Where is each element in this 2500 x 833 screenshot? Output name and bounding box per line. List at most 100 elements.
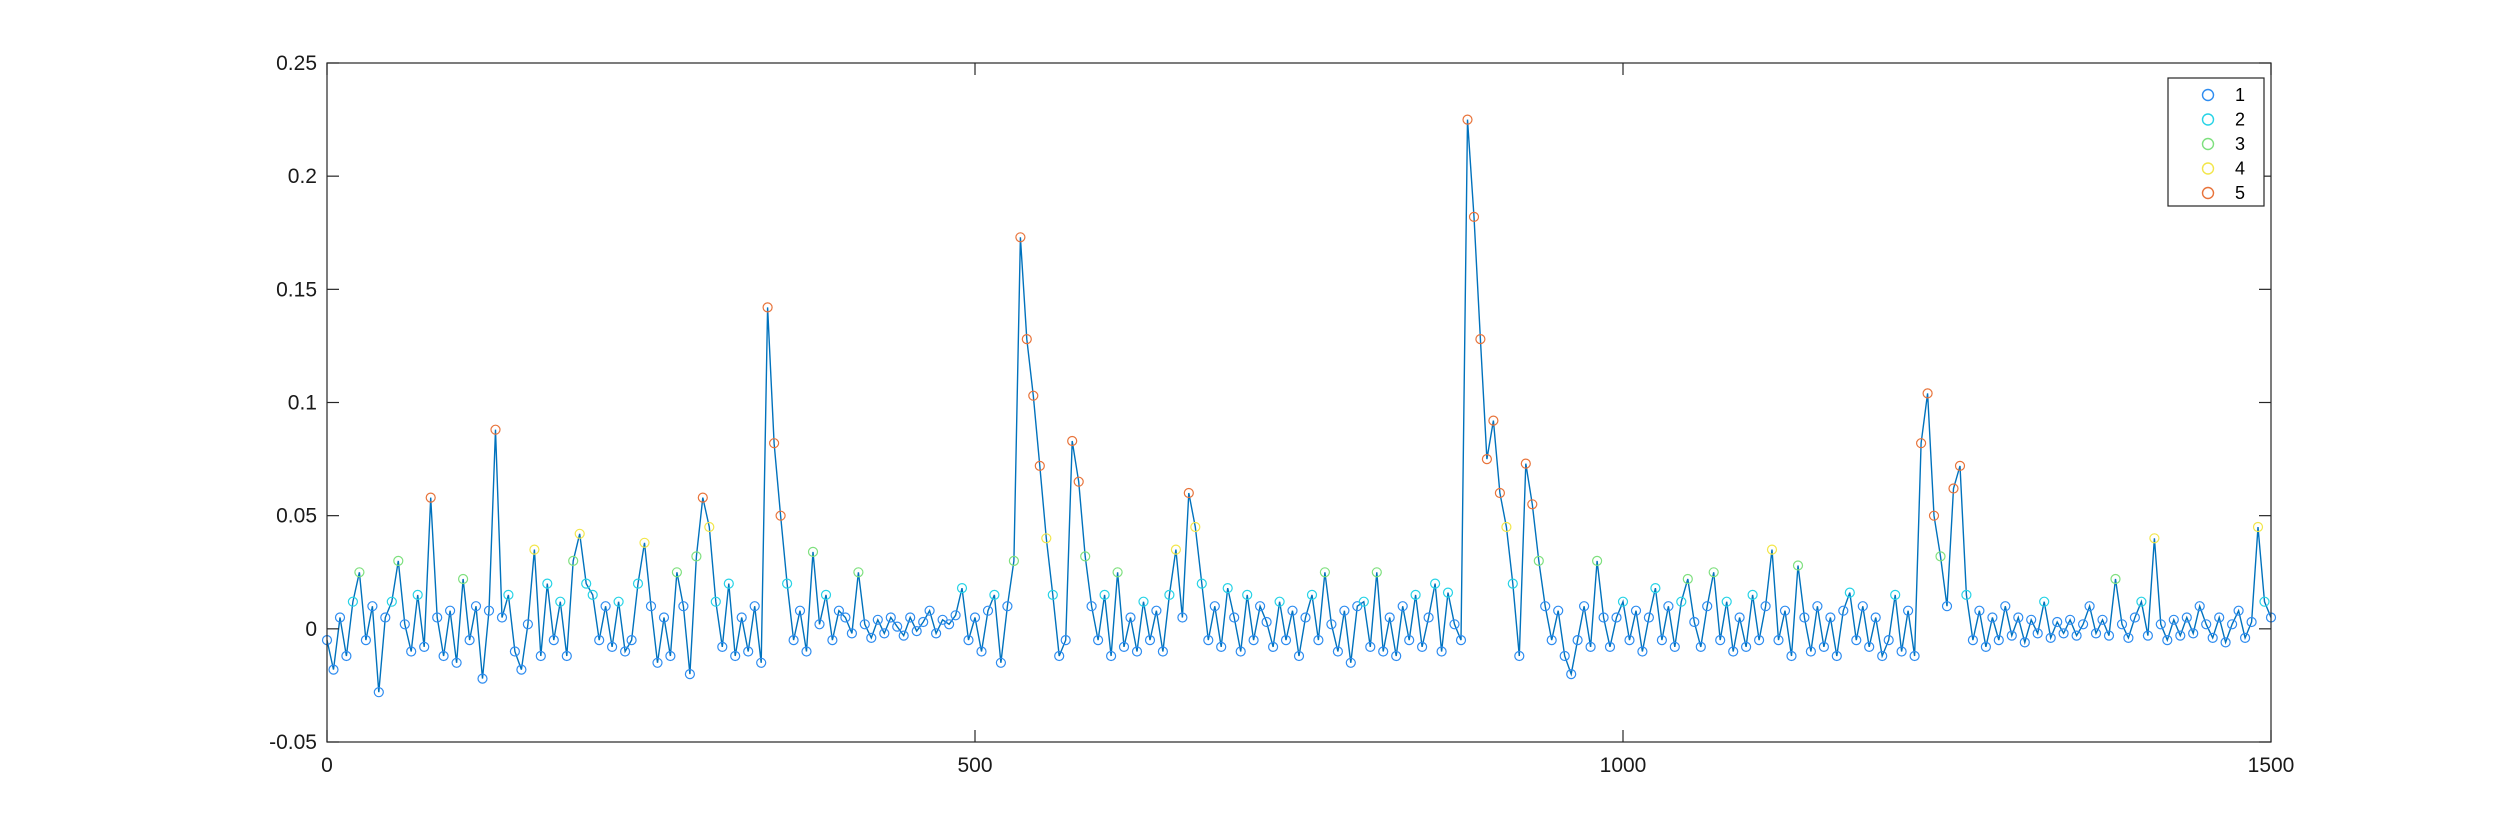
data-point xyxy=(399,619,410,630)
data-point xyxy=(2026,614,2037,625)
data-point xyxy=(406,646,417,657)
data-point xyxy=(969,612,981,623)
data-point xyxy=(1760,601,1771,612)
data-point xyxy=(982,605,994,616)
data-point xyxy=(1371,567,1382,578)
data-point xyxy=(522,619,534,630)
legend-label: 2 xyxy=(2235,110,2245,130)
data-point xyxy=(898,630,909,641)
data-point xyxy=(548,634,559,646)
data-point xyxy=(704,521,715,533)
data-point xyxy=(1183,487,1194,499)
data-point xyxy=(1229,612,1240,623)
data-point xyxy=(516,664,527,675)
data-point xyxy=(483,605,495,616)
data-point xyxy=(1151,605,1162,616)
data-point xyxy=(1553,605,1564,616)
data-point xyxy=(2129,612,2140,623)
data-point xyxy=(1164,589,1175,601)
data-point xyxy=(1792,560,1804,571)
data-point xyxy=(1825,612,1836,623)
data-point xyxy=(853,567,864,578)
data-point xyxy=(1546,634,1557,646)
data-point xyxy=(535,650,546,662)
data-point xyxy=(717,641,728,653)
data-point xyxy=(697,492,708,503)
data-point xyxy=(645,601,657,612)
data-point xyxy=(2000,601,2011,612)
data-point xyxy=(775,510,786,521)
plot-area xyxy=(321,114,2277,698)
data-point xyxy=(1021,334,1032,345)
data-point xyxy=(1980,641,1992,653)
data-point xyxy=(509,646,521,657)
data-point xyxy=(1112,567,1123,578)
data-point xyxy=(2071,630,2082,641)
data-point xyxy=(956,582,968,594)
data-point xyxy=(2181,612,2192,623)
data-point xyxy=(794,605,806,616)
data-point xyxy=(1267,641,1279,653)
data-point xyxy=(1125,612,1136,623)
data-point xyxy=(393,555,404,567)
data-point xyxy=(885,612,896,623)
data-point xyxy=(542,578,553,589)
data-point xyxy=(1585,641,1596,653)
data-point xyxy=(1047,589,1058,601)
data-point xyxy=(1954,460,1966,471)
data-point xyxy=(1365,641,1376,653)
data-point xyxy=(2116,619,2128,630)
data-point xyxy=(1948,483,1959,494)
data-point xyxy=(1391,650,1402,662)
data-point xyxy=(1008,555,1020,567)
data-point xyxy=(1915,438,1927,449)
data-point xyxy=(2207,632,2218,644)
data-point xyxy=(1779,605,1791,616)
data-point xyxy=(496,612,508,623)
data-point xyxy=(464,634,475,646)
data-point xyxy=(1598,612,1609,623)
data-point xyxy=(1086,601,1097,612)
data-point xyxy=(1105,650,1117,662)
data-point xyxy=(1248,634,1259,646)
data-point xyxy=(1974,605,1985,616)
data-point xyxy=(1663,601,1674,612)
data-point xyxy=(1216,641,1227,653)
data-point xyxy=(1766,544,1778,555)
legend-box xyxy=(2167,77,2265,207)
data-point xyxy=(1280,634,1292,646)
data-point xyxy=(976,646,987,657)
data-point xyxy=(2142,630,2153,641)
legend: 1 2 3 4 5 xyxy=(2167,77,2265,207)
data-point xyxy=(600,601,611,612)
x-tick-label: 1000 xyxy=(1600,754,1647,777)
data-point xyxy=(1566,668,1577,680)
data-point xyxy=(1002,601,1013,612)
data-point xyxy=(866,632,877,644)
data-point xyxy=(1196,578,1207,589)
data-point xyxy=(827,634,838,646)
data-point xyxy=(581,578,592,589)
data-point xyxy=(2006,630,2017,641)
data-point xyxy=(1734,612,1745,623)
data-point xyxy=(684,668,696,680)
data-point xyxy=(1462,114,1473,125)
data-point xyxy=(2201,619,2212,630)
data-point xyxy=(1728,646,1739,657)
data-point xyxy=(652,657,663,668)
data-point xyxy=(1209,601,1220,612)
data-point xyxy=(943,619,955,630)
data-point xyxy=(1896,646,1907,657)
data-point xyxy=(2110,573,2121,585)
data-point xyxy=(1494,487,1506,499)
data-point xyxy=(1054,650,1065,662)
data-point xyxy=(2039,596,2050,607)
data-point xyxy=(1708,567,1719,578)
data-point xyxy=(1436,646,1447,657)
data-point xyxy=(1656,634,1668,646)
data-point xyxy=(1559,650,1570,662)
data-point xyxy=(710,596,721,607)
x-tick-label: 500 xyxy=(957,754,992,777)
